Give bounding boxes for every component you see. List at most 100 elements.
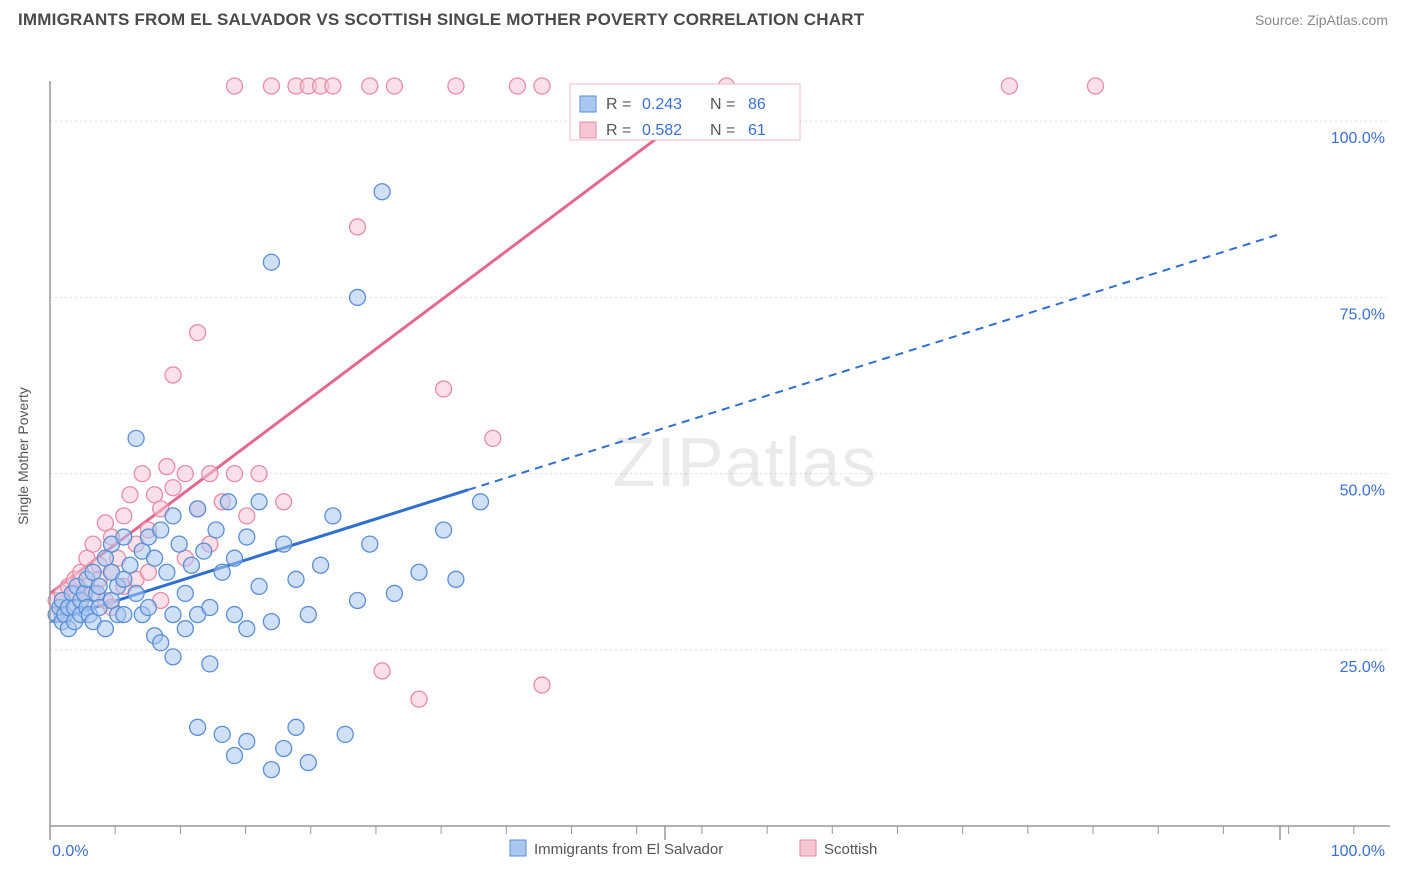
data-point — [227, 78, 243, 94]
legend-label-b: Scottish — [824, 841, 877, 858]
data-point — [85, 536, 101, 552]
data-point — [436, 381, 452, 397]
stats-n-value: 86 — [748, 96, 766, 113]
data-point — [202, 466, 218, 482]
data-point — [276, 494, 292, 510]
data-point — [485, 430, 501, 446]
data-point — [325, 78, 341, 94]
data-point — [165, 508, 181, 524]
data-point — [116, 607, 132, 623]
data-point — [1088, 78, 1104, 94]
data-point — [128, 430, 144, 446]
data-point — [165, 480, 181, 496]
data-point — [239, 529, 255, 545]
x-tick-label: 100.0% — [1331, 843, 1385, 860]
legend-swatch-blue — [510, 840, 526, 856]
legend-swatch-pink — [800, 840, 816, 856]
data-point — [263, 762, 279, 778]
data-point — [140, 600, 156, 616]
data-point — [190, 325, 206, 341]
stats-n-value: 61 — [748, 122, 766, 139]
data-point — [190, 501, 206, 517]
data-point — [147, 550, 163, 566]
data-point — [1001, 78, 1017, 94]
data-point — [177, 466, 193, 482]
data-point — [122, 557, 138, 573]
data-point — [313, 557, 329, 573]
stats-r-value: 0.243 — [642, 96, 682, 113]
data-point — [473, 494, 489, 510]
data-point — [362, 78, 378, 94]
data-point — [288, 571, 304, 587]
data-point — [214, 726, 230, 742]
data-point — [227, 550, 243, 566]
chart-container: 25.0%50.0%75.0%100.0%ZIPatlas0.0%100.0%S… — [0, 36, 1406, 886]
stats-r-value: 0.582 — [642, 122, 682, 139]
data-point — [122, 487, 138, 503]
data-point — [386, 585, 402, 601]
data-point — [509, 78, 525, 94]
data-point — [134, 466, 150, 482]
data-point — [276, 740, 292, 756]
stats-r-label: R = — [606, 96, 631, 113]
data-point — [448, 571, 464, 587]
data-point — [153, 635, 169, 651]
data-point — [239, 508, 255, 524]
data-point — [263, 78, 279, 94]
data-point — [116, 529, 132, 545]
legend-label-a: Immigrants from El Salvador — [534, 841, 723, 858]
data-point — [300, 755, 316, 771]
data-point — [251, 578, 267, 594]
data-point — [350, 592, 366, 608]
data-point — [116, 508, 132, 524]
stats-n-label: N = — [710, 96, 735, 113]
data-point — [177, 621, 193, 637]
data-point — [251, 466, 267, 482]
data-point — [227, 607, 243, 623]
watermark: ZIPatlas — [613, 423, 878, 501]
data-point — [362, 536, 378, 552]
data-point — [374, 663, 390, 679]
y-tick-label: 75.0% — [1340, 306, 1385, 323]
data-point — [263, 614, 279, 630]
data-point — [202, 600, 218, 616]
data-point — [350, 219, 366, 235]
data-point — [128, 585, 144, 601]
data-point — [208, 522, 224, 538]
y-axis-title: Single Mother Poverty — [15, 387, 31, 525]
data-point — [196, 543, 212, 559]
data-point — [183, 557, 199, 573]
data-point — [251, 494, 267, 510]
data-point — [159, 564, 175, 580]
data-point — [386, 78, 402, 94]
trend-line — [50, 86, 727, 593]
data-point — [159, 459, 175, 475]
data-point — [300, 607, 316, 623]
stats-swatch — [580, 96, 596, 112]
y-tick-label: 25.0% — [1340, 659, 1385, 676]
data-point — [276, 536, 292, 552]
data-point — [436, 522, 452, 538]
data-point — [227, 748, 243, 764]
data-point — [263, 254, 279, 270]
data-point — [411, 564, 427, 580]
chart-title: IMMIGRANTS FROM EL SALVADOR VS SCOTTISH … — [18, 10, 864, 30]
data-point — [165, 367, 181, 383]
data-point — [350, 289, 366, 305]
data-point — [220, 494, 236, 510]
data-point — [239, 733, 255, 749]
data-point — [411, 691, 427, 707]
data-point — [337, 726, 353, 742]
data-point — [91, 578, 107, 594]
data-point — [177, 585, 193, 601]
y-tick-label: 50.0% — [1340, 483, 1385, 500]
data-point — [288, 719, 304, 735]
data-point — [448, 78, 464, 94]
data-point — [97, 621, 113, 637]
data-point — [153, 522, 169, 538]
chart-header: IMMIGRANTS FROM EL SALVADOR VS SCOTTISH … — [0, 0, 1406, 36]
source-label: Source: ZipAtlas.com — [1255, 12, 1388, 28]
stats-n-label: N = — [710, 122, 735, 139]
data-point — [374, 184, 390, 200]
stats-swatch — [580, 122, 596, 138]
